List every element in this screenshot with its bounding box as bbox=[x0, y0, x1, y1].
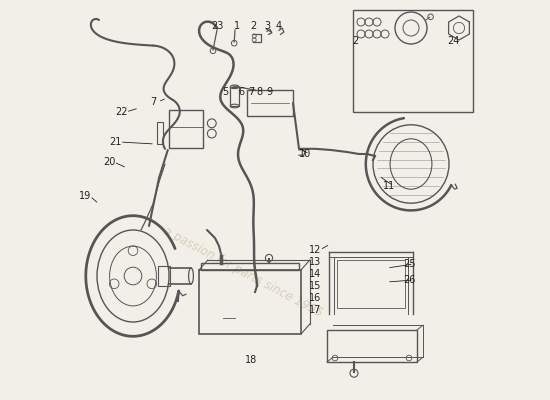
Bar bbox=[337, 260, 405, 308]
Text: 24: 24 bbox=[447, 36, 459, 46]
Text: 7: 7 bbox=[150, 97, 156, 107]
Bar bbox=[158, 266, 170, 286]
Text: 10: 10 bbox=[299, 149, 311, 159]
Text: 6: 6 bbox=[238, 87, 244, 97]
Bar bbox=[327, 330, 417, 362]
Bar bbox=[201, 263, 299, 270]
Text: 25: 25 bbox=[403, 259, 415, 269]
Bar bbox=[169, 110, 203, 148]
Text: 2: 2 bbox=[250, 21, 256, 31]
Text: 7: 7 bbox=[248, 87, 254, 97]
Text: 14: 14 bbox=[309, 269, 321, 279]
Text: 2: 2 bbox=[352, 36, 358, 46]
Text: 11: 11 bbox=[383, 181, 395, 191]
Text: 3: 3 bbox=[264, 21, 270, 31]
Text: 18: 18 bbox=[245, 355, 257, 365]
Bar bbox=[230, 87, 239, 106]
Text: 12: 12 bbox=[309, 245, 321, 255]
Bar bbox=[199, 270, 301, 334]
Text: 22: 22 bbox=[115, 107, 127, 117]
Text: a passion for parts since 1995: a passion for parts since 1995 bbox=[161, 224, 324, 320]
Text: 26: 26 bbox=[403, 275, 415, 285]
Bar bbox=[353, 10, 473, 112]
Text: 15: 15 bbox=[309, 281, 321, 291]
Bar bbox=[247, 90, 293, 116]
Bar bbox=[157, 122, 163, 144]
Text: 5: 5 bbox=[222, 87, 228, 97]
Text: 16: 16 bbox=[309, 293, 321, 303]
Text: 19: 19 bbox=[79, 191, 91, 201]
Text: 17: 17 bbox=[309, 305, 321, 315]
Text: 20: 20 bbox=[103, 157, 115, 167]
Text: 21: 21 bbox=[109, 137, 121, 147]
Text: 13: 13 bbox=[309, 257, 321, 267]
Text: 8: 8 bbox=[256, 87, 262, 97]
Text: 9: 9 bbox=[266, 87, 272, 97]
Text: 23: 23 bbox=[211, 21, 223, 31]
Text: 4: 4 bbox=[276, 21, 282, 31]
Text: 1: 1 bbox=[234, 21, 240, 31]
